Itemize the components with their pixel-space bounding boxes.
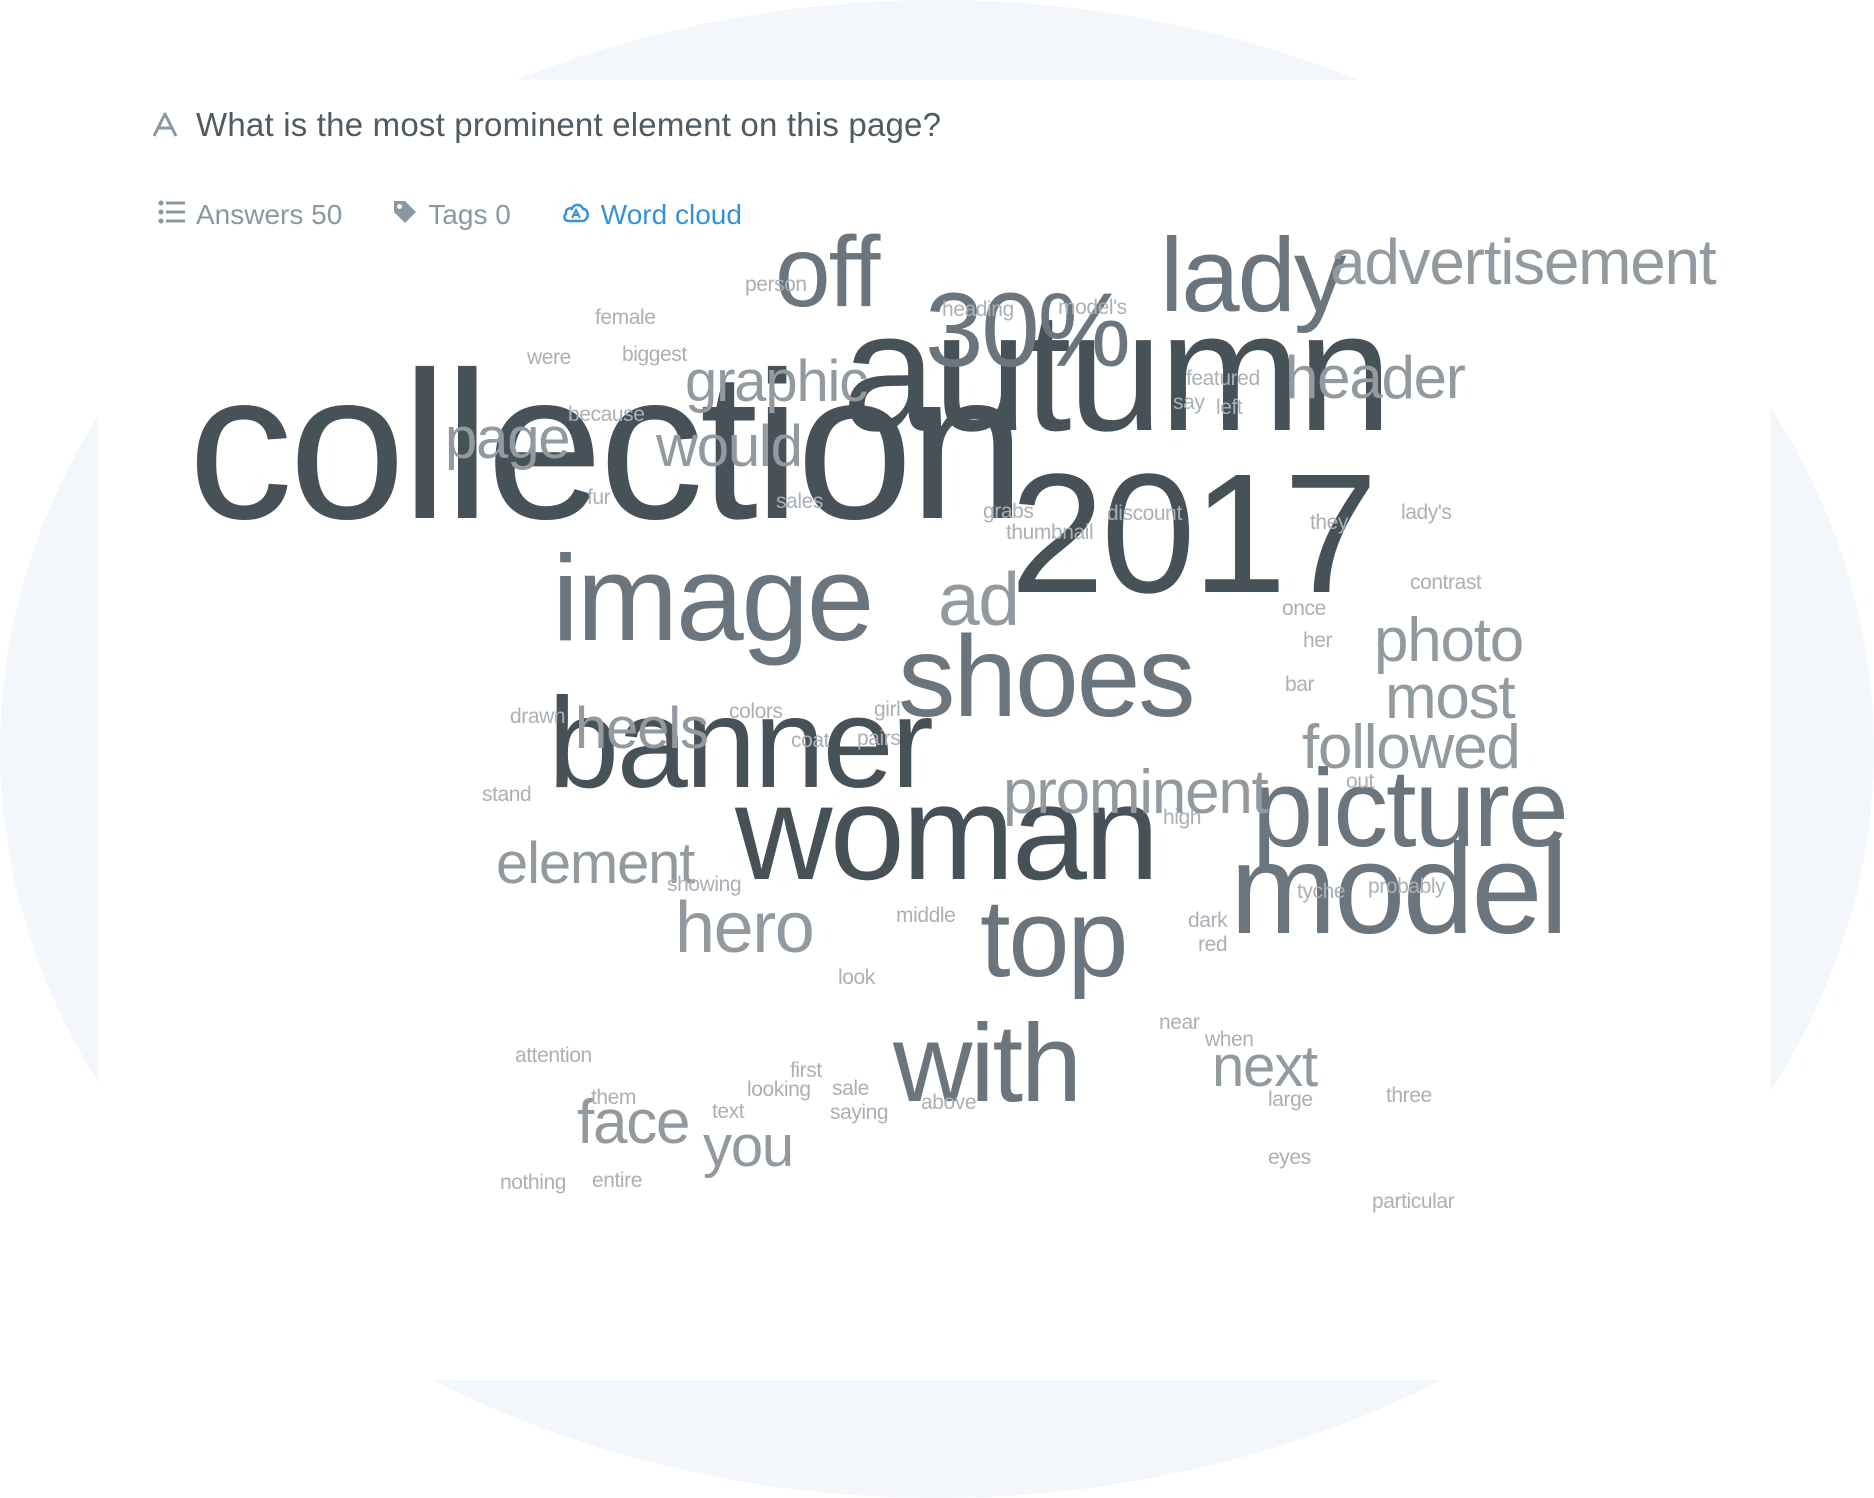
- cloud-word: saying: [830, 1100, 889, 1124]
- cloud-word: left: [1216, 395, 1243, 419]
- cloud-word: banner: [548, 672, 934, 816]
- cloud-word: person: [745, 272, 807, 296]
- cloud-word: large: [1268, 1087, 1313, 1111]
- cloud-word: attention: [515, 1043, 592, 1067]
- cloud-word: woman: [735, 756, 1159, 908]
- tag-icon: [392, 199, 428, 232]
- tab-tags-label: Tags 0: [428, 199, 511, 230]
- cloud-word: element: [496, 830, 695, 896]
- cloud-word: you: [703, 1113, 794, 1179]
- question-header: What is the most prominent element on th…: [150, 100, 941, 150]
- cloud-word: eyes: [1268, 1145, 1311, 1169]
- cloud-word: image: [552, 529, 875, 666]
- cloud-word: contrast: [1410, 570, 1482, 594]
- cloud-word: looking: [747, 1077, 811, 1101]
- cloud-word: high: [1163, 805, 1202, 829]
- cloud-word: thumbnail: [1006, 520, 1094, 544]
- cloud-word: heels: [575, 695, 709, 761]
- cloud-word: red: [1198, 932, 1228, 956]
- cloud-word: autumn: [842, 277, 1392, 468]
- cloud-word: colors: [729, 699, 783, 723]
- cloud-word: lady's: [1401, 500, 1452, 524]
- cloud-word: probably: [1368, 874, 1446, 898]
- cloud-word: girl: [874, 697, 901, 721]
- tab-word-cloud-label: Word cloud: [600, 199, 742, 230]
- word-cloud-card: [98, 80, 1770, 1380]
- cloud-word: drawn: [510, 704, 566, 728]
- cloud-word: followed: [1302, 712, 1521, 782]
- cloud-word: middle: [896, 903, 956, 927]
- cloud-word: coat: [791, 728, 830, 752]
- cloud-word: with: [893, 1002, 1082, 1126]
- cloud-word: top: [980, 877, 1129, 1001]
- cloud-word: advertisement: [1330, 226, 1717, 299]
- cloud-word: face: [577, 1087, 690, 1157]
- cloud-word: particular: [1372, 1189, 1455, 1213]
- cloud-word: lady: [1160, 217, 1346, 335]
- cloud-word: header: [1285, 344, 1466, 412]
- cloud-word: hero: [675, 887, 815, 968]
- cloud-word: model's: [1058, 295, 1127, 319]
- cloud-word: heading: [942, 297, 1014, 321]
- cloud-word: they: [1310, 510, 1349, 534]
- cloud-word: biggest: [622, 342, 687, 366]
- cloud-icon: [561, 199, 601, 232]
- cloud-word: most: [1385, 662, 1516, 732]
- cloud-word: next: [1212, 1033, 1318, 1099]
- cloud-word: would: [656, 413, 803, 479]
- cloud-word: female: [595, 305, 656, 329]
- cloud-word: bar: [1285, 672, 1315, 696]
- tab-answers-label: Answers 50: [196, 199, 343, 230]
- cloud-word: 30%: [925, 272, 1131, 390]
- cloud-word: when: [1205, 1027, 1254, 1051]
- text-answer-icon: [150, 110, 180, 140]
- cloud-word: sale: [832, 1076, 869, 1100]
- tab-tags[interactable]: Tags 0: [392, 199, 511, 232]
- cloud-word: say: [1173, 390, 1205, 414]
- list-icon: [158, 199, 196, 232]
- cloud-word: entire: [592, 1168, 643, 1192]
- cloud-word: because: [568, 402, 645, 426]
- cloud-word: once: [1282, 596, 1326, 620]
- cloud-word: showing: [667, 872, 742, 896]
- cloud-word: discount: [1107, 501, 1182, 525]
- cloud-word: ad: [938, 556, 1020, 641]
- cloud-word: fur: [587, 485, 611, 509]
- cloud-word: them: [591, 1085, 637, 1109]
- cloud-word: stand: [482, 782, 532, 806]
- cloud-word: shoes: [898, 613, 1196, 742]
- cloud-word: graphic: [685, 348, 868, 414]
- cloud-word: were: [527, 345, 571, 369]
- tab-answers[interactable]: Answers 50: [158, 199, 342, 232]
- cloud-word: three: [1386, 1083, 1432, 1107]
- cloud-word: page: [445, 405, 571, 471]
- cloud-word: off: [775, 216, 880, 328]
- cloud-word: picture: [1252, 747, 1569, 871]
- cloud-word: model: [1230, 818, 1568, 962]
- question-title: What is the most prominent element on th…: [196, 106, 942, 143]
- cloud-word: her: [1303, 628, 1333, 652]
- cloud-word: 2017: [1010, 439, 1378, 630]
- cloud-word: prominent: [1003, 757, 1269, 827]
- cloud-word: out: [1346, 769, 1374, 793]
- cloud-word: photo: [1374, 605, 1524, 675]
- cloud-word: nothing: [500, 1170, 566, 1194]
- cloud-word: near: [1159, 1010, 1200, 1034]
- cloud-word: featured: [1186, 366, 1260, 390]
- view-tabs: Answers 50 Tags 0 Word cloud: [158, 195, 792, 235]
- cloud-word: text: [712, 1099, 745, 1123]
- cloud-word: dark: [1188, 908, 1228, 932]
- cloud-word: look: [838, 965, 875, 989]
- cloud-word: pairs: [857, 726, 901, 750]
- cloud-word: grabs: [983, 499, 1034, 523]
- cloud-word: collection: [188, 328, 1026, 564]
- cloud-word: first: [790, 1058, 822, 1082]
- cloud-word: tyche: [1297, 879, 1346, 903]
- cloud-word: above: [921, 1090, 977, 1114]
- cloud-word: sales: [776, 489, 823, 513]
- tab-word-cloud[interactable]: Word cloud: [561, 199, 742, 232]
